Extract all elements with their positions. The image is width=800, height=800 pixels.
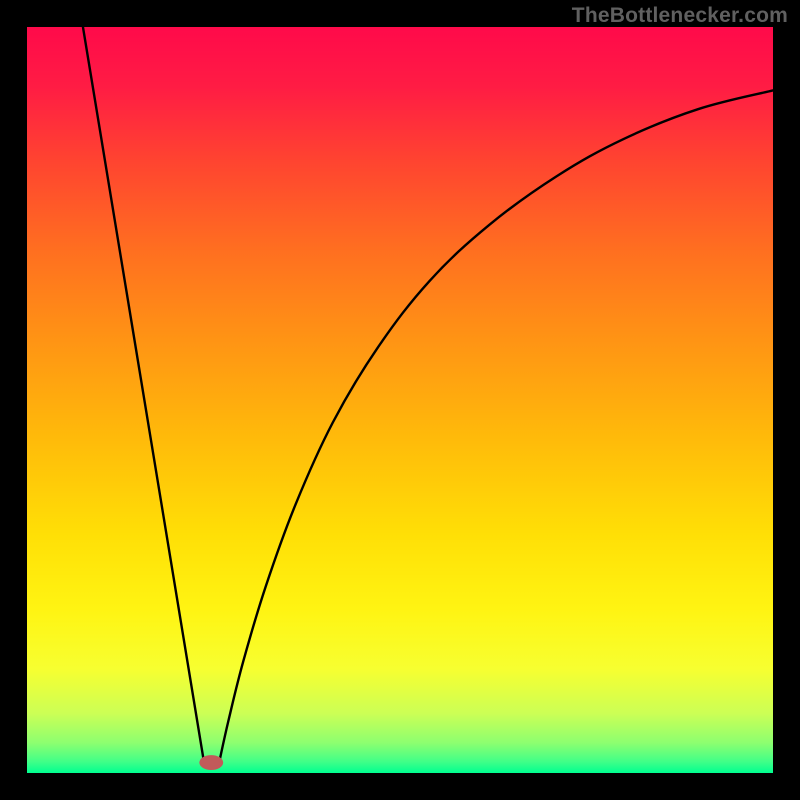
watermark-text: TheBottlenecker.com: [572, 4, 788, 28]
chart-container: TheBottlenecker.com: [0, 0, 800, 800]
gradient-background: [27, 27, 773, 773]
optimal-point-marker: [199, 755, 223, 770]
plot-area: [27, 27, 773, 773]
plot-svg: [27, 27, 773, 773]
